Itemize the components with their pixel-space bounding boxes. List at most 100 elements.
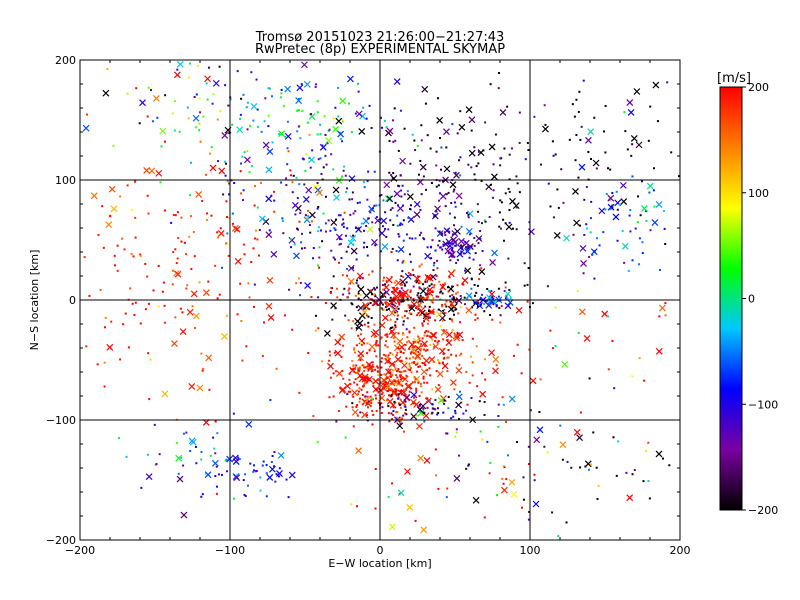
scatter-point (329, 291, 332, 294)
scatter-point (366, 245, 369, 248)
scatter-point-x (368, 205, 375, 213)
scatter-point (502, 464, 505, 467)
scatter-point (474, 318, 477, 321)
scatter-point (355, 258, 358, 261)
scatter-point (420, 124, 423, 127)
scatter-point (420, 193, 423, 196)
scatter-point (477, 220, 480, 223)
scatter-point-x (453, 475, 461, 482)
scatter-point (420, 139, 423, 142)
scatter-point-x (612, 213, 620, 221)
scatter-point (227, 104, 230, 107)
scatter-point-x (333, 194, 341, 201)
scatter-point (467, 245, 470, 248)
scatter-point (193, 95, 196, 98)
scatter-point (405, 233, 408, 236)
scatter-point (247, 282, 250, 285)
scatter-point (445, 193, 448, 196)
scatter-point (219, 110, 222, 113)
scatter-point (350, 302, 353, 305)
scatter-point-x (587, 128, 595, 136)
scatter-point (402, 260, 405, 263)
scatter-point (225, 200, 228, 203)
scatter-point (538, 411, 541, 414)
scatter-point (195, 126, 198, 129)
scatter-point (432, 360, 435, 363)
scatter-point (144, 262, 147, 265)
scatter-point (146, 453, 149, 456)
scatter-point (270, 95, 273, 98)
scatter-point (582, 272, 585, 275)
scatter-point (332, 117, 335, 120)
scatter-point (103, 385, 106, 388)
scatter-point-x (455, 192, 463, 200)
scatter-point (374, 244, 377, 247)
scatter-point (298, 220, 301, 223)
scatter-point (366, 366, 369, 369)
scatter-point (460, 250, 463, 253)
scatter-point (483, 516, 486, 519)
scatter-point (588, 255, 591, 258)
scatter-point (382, 308, 385, 311)
scatter-point (291, 191, 294, 194)
scatter-point (387, 354, 390, 357)
scatter-point (577, 176, 580, 179)
scatter-point (425, 314, 428, 317)
scatter-point (412, 346, 415, 349)
scatter-point (448, 230, 451, 233)
scatter-point (437, 97, 440, 100)
scatter-point (418, 234, 421, 237)
scatter-point (590, 463, 593, 466)
scatter-point (476, 300, 479, 303)
scatter-point (407, 271, 410, 274)
scatter-point (256, 108, 259, 111)
scatter-point (161, 290, 164, 293)
scatter-point (385, 381, 388, 384)
scatter-point (473, 173, 476, 176)
scatter-point (208, 388, 211, 391)
scatter-point-x (382, 283, 390, 291)
scatter-point (332, 275, 335, 278)
scatter-point (387, 357, 390, 360)
scatter-point (462, 283, 465, 286)
scatter-point (653, 205, 656, 208)
scatter-point (562, 201, 565, 204)
scatter-point-x (90, 192, 98, 200)
scatter-point (434, 340, 437, 343)
scatter-point (358, 369, 361, 372)
scatter-point (356, 279, 359, 282)
scatter-point (504, 297, 507, 300)
scatter-point (392, 303, 395, 306)
scatter-point-x (658, 304, 666, 312)
scatter-point (508, 178, 511, 181)
scatter-point (231, 212, 234, 215)
scatter-point (296, 227, 299, 230)
scatter-point (483, 219, 486, 222)
scatter-point (663, 227, 666, 230)
scatter-point (527, 149, 530, 152)
scatter-point (477, 242, 480, 245)
scatter-point-x (414, 344, 422, 352)
scatter-point (286, 120, 289, 123)
scatter-point (527, 518, 530, 521)
scatter-point (598, 244, 601, 247)
scatter-point (606, 315, 609, 318)
scatter-point (396, 224, 399, 227)
scatter-point (422, 407, 425, 410)
scatter-point (285, 177, 288, 180)
scatter-point (359, 359, 362, 362)
scatter-point (147, 212, 150, 215)
scatter-point (460, 244, 463, 247)
scatter-point-x (316, 189, 323, 197)
scatter-point (647, 139, 650, 142)
scatter-point (396, 214, 399, 217)
scatter-point (214, 420, 217, 423)
scatter-point (228, 216, 231, 219)
scatter-point-x (414, 352, 422, 360)
scatter-point (557, 206, 560, 209)
scatter-point (423, 412, 426, 415)
scatter-points (82, 60, 680, 538)
scatter-point (375, 409, 378, 412)
scatter-point (365, 375, 368, 378)
scatter-point (466, 297, 469, 300)
